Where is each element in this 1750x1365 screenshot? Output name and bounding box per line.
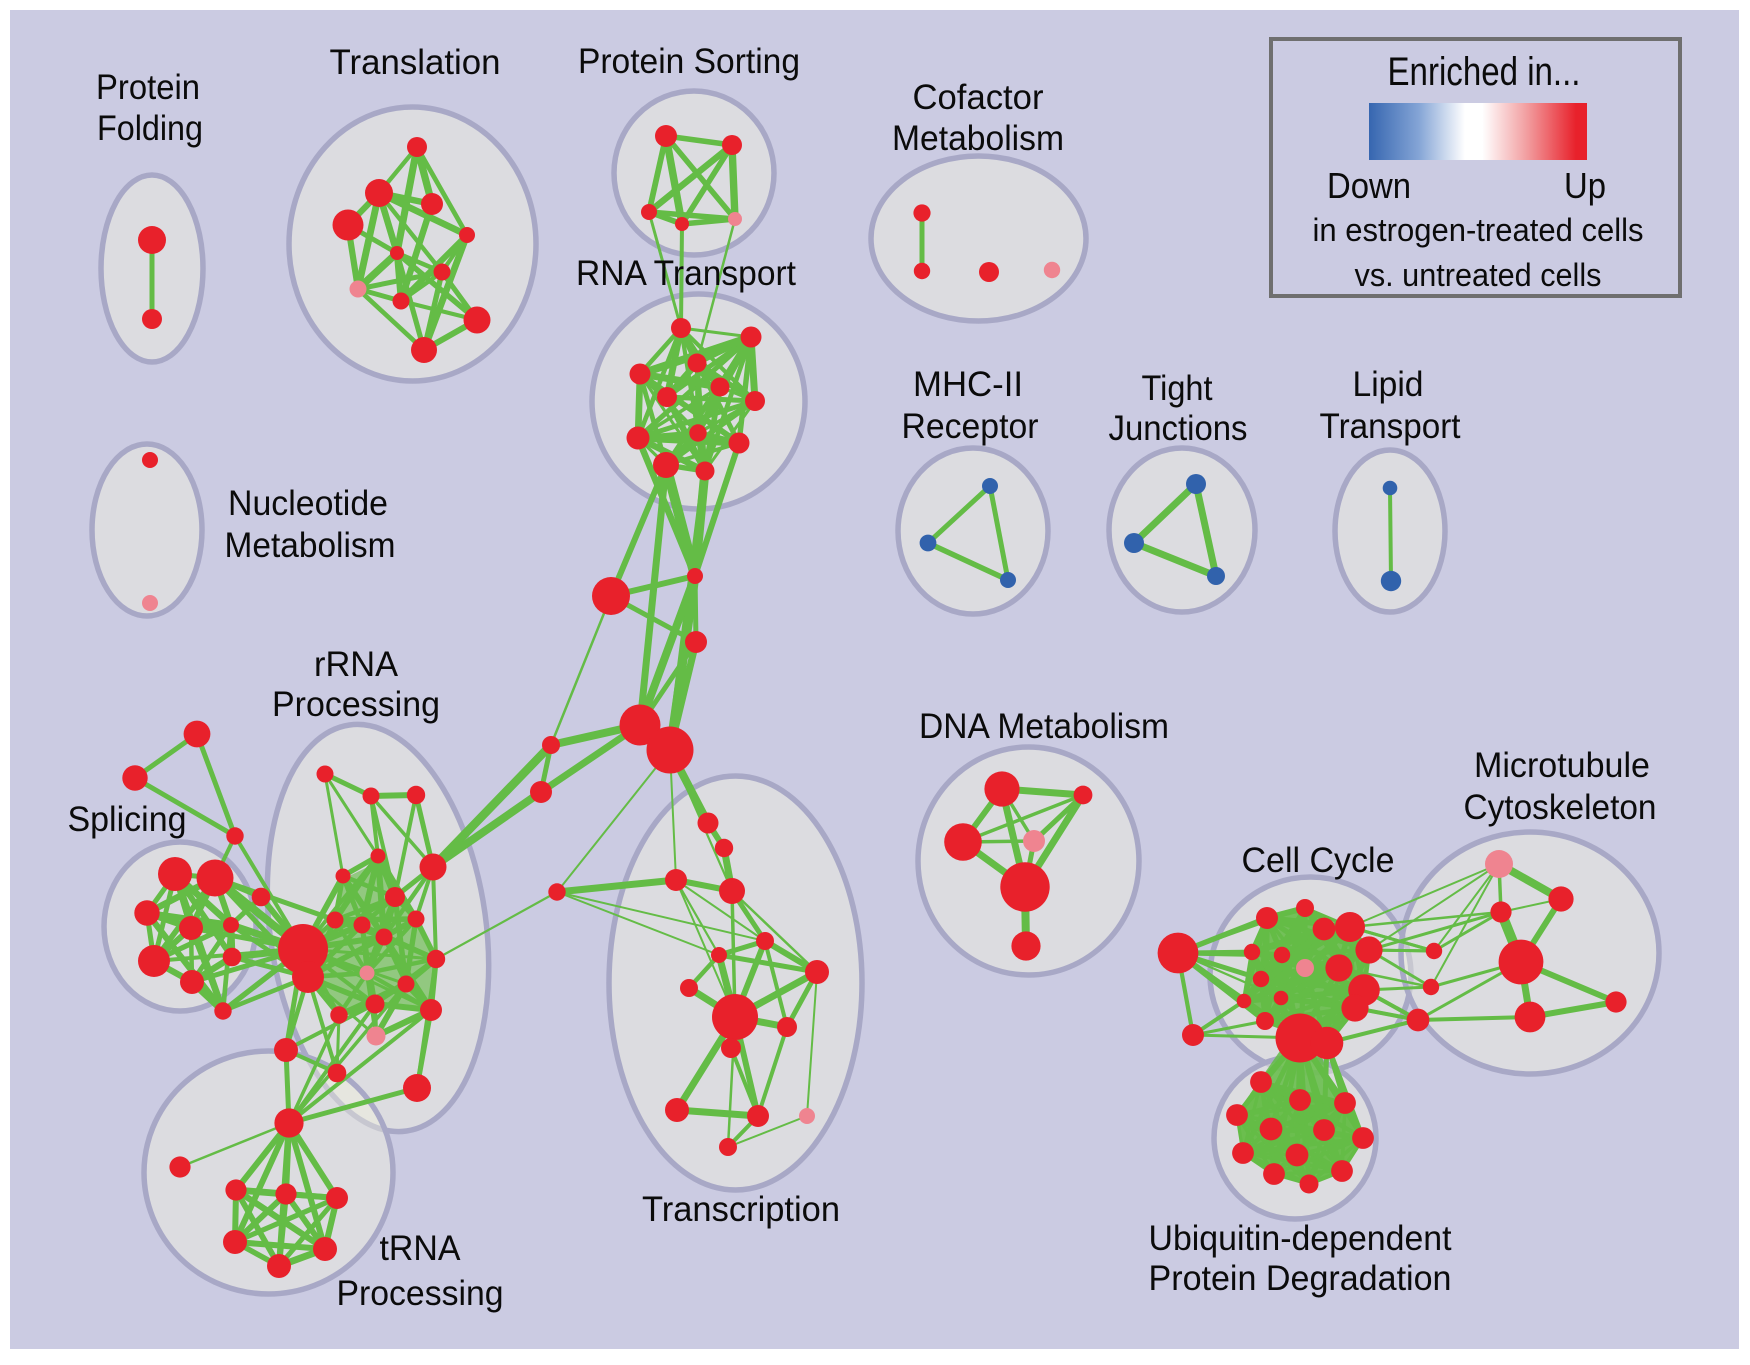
svg-text:Splicing: Splicing <box>68 800 187 839</box>
svg-text:in estrogen-treated cells: in estrogen-treated cells <box>1313 212 1644 248</box>
svg-text:Receptor: Receptor <box>902 407 1039 446</box>
svg-text:Metabolism: Metabolism <box>892 119 1064 158</box>
svg-text:Tight: Tight <box>1142 369 1213 408</box>
svg-text:Processing: Processing <box>272 685 440 724</box>
svg-text:Protein Sorting: Protein Sorting <box>578 42 800 81</box>
svg-text:Microtubule: Microtubule <box>1474 746 1650 785</box>
svg-text:tRNA: tRNA <box>380 1229 462 1268</box>
svg-text:Lipid: Lipid <box>1353 365 1424 404</box>
svg-text:vs. untreated cells: vs. untreated cells <box>1355 257 1602 293</box>
svg-text:MHC-II: MHC-II <box>913 365 1023 404</box>
svg-text:DNA Metabolism: DNA Metabolism <box>919 707 1169 746</box>
svg-text:Protein: Protein <box>96 68 200 107</box>
svg-text:RNA Transport: RNA Transport <box>576 254 796 293</box>
svg-text:Protein Degradation: Protein Degradation <box>1149 1259 1452 1298</box>
svg-text:Folding: Folding <box>97 109 203 148</box>
svg-text:Transport: Transport <box>1320 407 1461 446</box>
svg-text:Cytoskeleton: Cytoskeleton <box>1464 788 1657 827</box>
svg-text:Metabolism: Metabolism <box>225 526 396 565</box>
svg-text:Enriched in...: Enriched in... <box>1388 50 1581 94</box>
svg-text:Cell Cycle: Cell Cycle <box>1242 841 1395 880</box>
svg-text:Translation: Translation <box>330 43 501 82</box>
svg-text:Up: Up <box>1564 165 1606 206</box>
svg-text:Cofactor: Cofactor <box>913 78 1044 117</box>
svg-text:Transcription: Transcription <box>642 1190 840 1229</box>
svg-text:Down: Down <box>1327 165 1411 206</box>
svg-text:Junctions: Junctions <box>1109 409 1248 448</box>
svg-text:rRNA: rRNA <box>314 645 399 684</box>
svg-text:Ubiquitin-dependent: Ubiquitin-dependent <box>1149 1219 1452 1258</box>
svg-text:Processing: Processing <box>337 1274 504 1313</box>
svg-text:Nucleotide: Nucleotide <box>228 484 388 523</box>
